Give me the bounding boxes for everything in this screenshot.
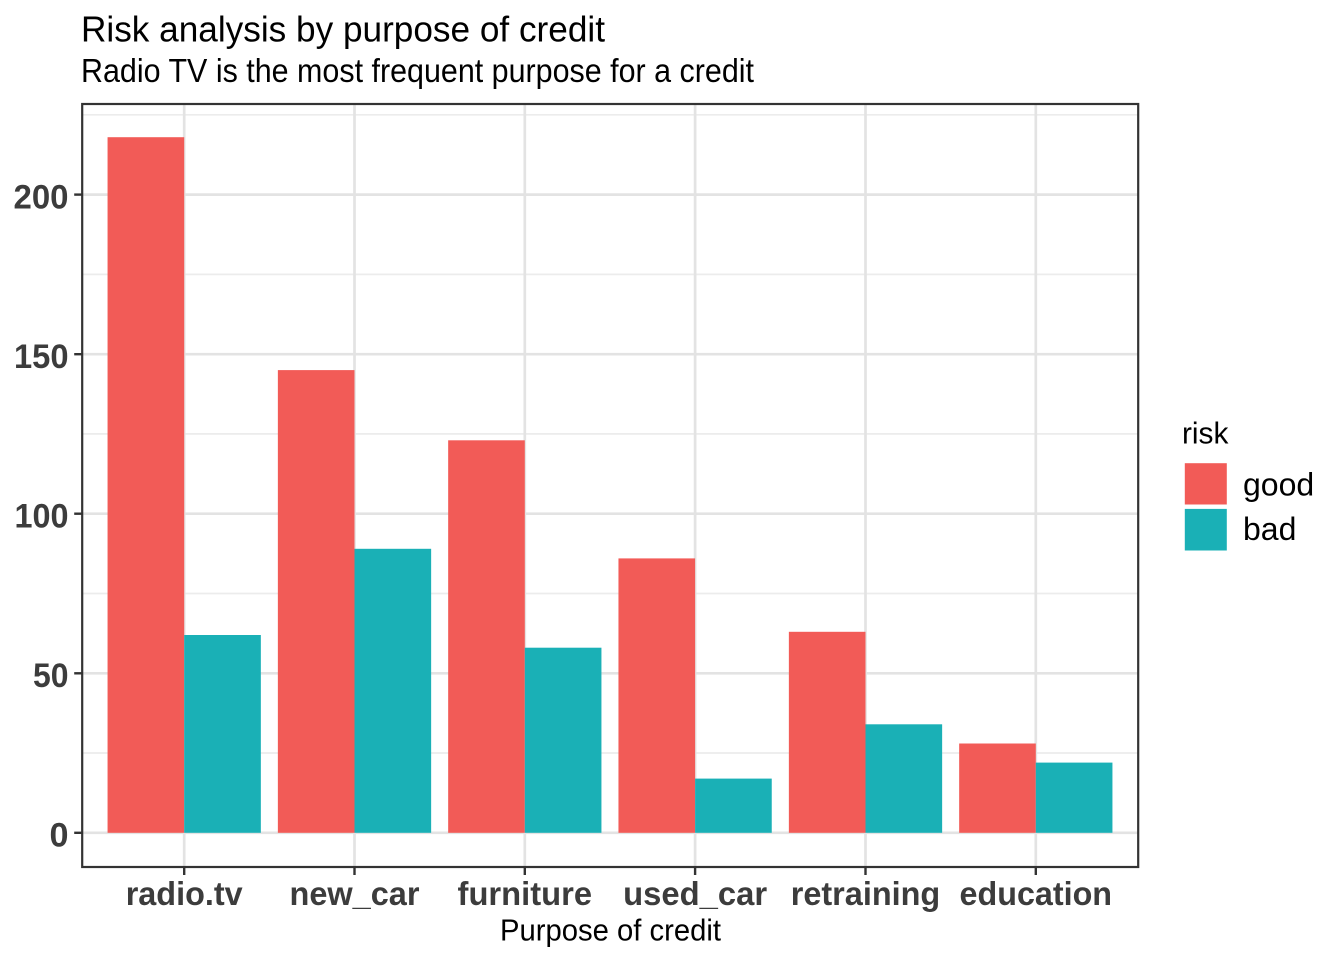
svg-text:furniture: furniture [458,875,593,912]
svg-text:bad: bad [1243,511,1296,547]
svg-text:radio.tv: radio.tv [126,875,244,912]
svg-text:new_car: new_car [290,875,420,912]
svg-text:0: 0 [50,817,69,855]
svg-text:50: 50 [33,657,69,695]
svg-text:150: 150 [14,338,69,376]
svg-text:Radio TV is the most frequent: Radio TV is the most frequent purpose fo… [81,53,755,90]
svg-text:used_car: used_car [623,875,767,912]
svg-text:education: education [960,875,1113,912]
svg-text:100: 100 [15,498,69,536]
svg-text:Risk analysis by purpose of cr: Risk analysis by purpose of credit [81,9,605,50]
svg-text:good: good [1243,467,1314,503]
svg-text:retraining: retraining [791,875,941,912]
svg-text:200: 200 [14,178,69,216]
svg-text:risk: risk [1182,415,1229,450]
svg-text:Purpose of credit: Purpose of credit [500,913,721,948]
